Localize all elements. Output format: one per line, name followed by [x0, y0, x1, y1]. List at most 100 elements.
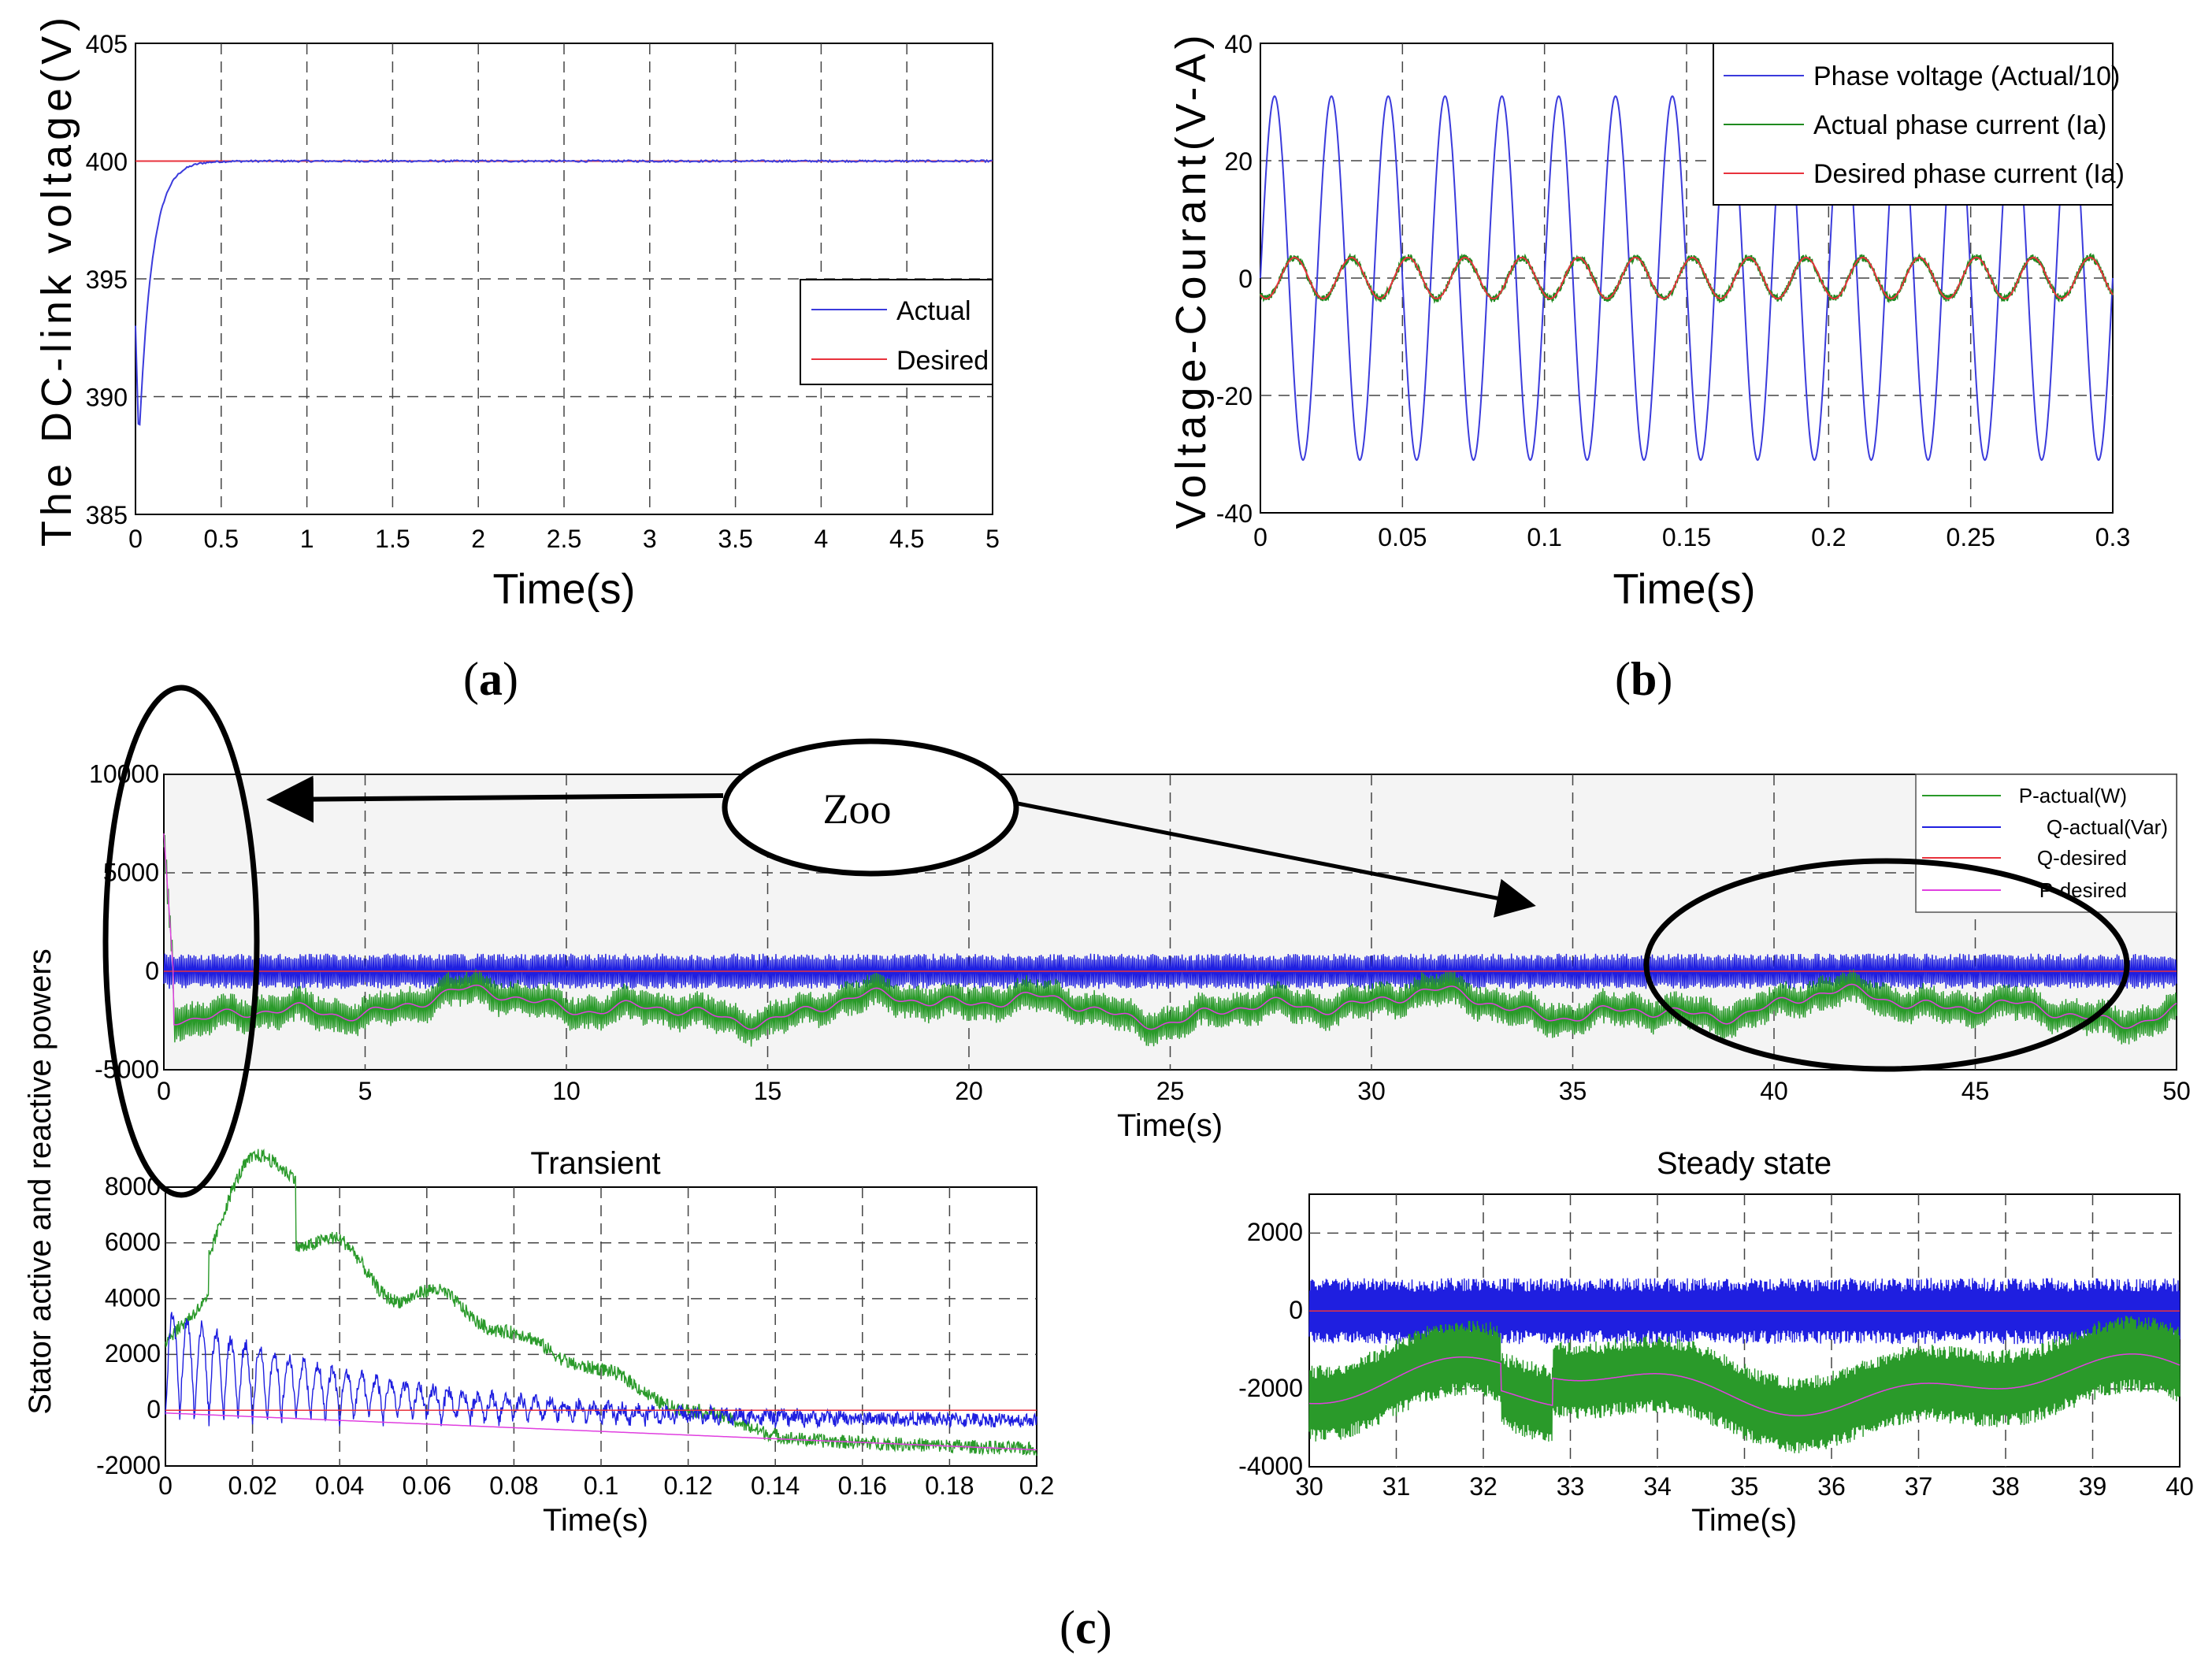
- panel-label-a: (a): [463, 653, 518, 705]
- x-tick-label: 40: [1760, 1077, 1788, 1105]
- chart-a-xticks: 0 0.5 1 1.5 2 2.5 3 3.5 4 4.5 5: [128, 525, 1000, 553]
- y-tick-label: 0: [147, 1395, 161, 1423]
- zoom-annotations: Zoo: [102, 685, 2130, 1198]
- x-tick-label: 0.1: [1527, 523, 1561, 551]
- series-q-actual-transient: [165, 1312, 1037, 1429]
- chart-c-transient-xlabel: Time(s): [543, 1503, 648, 1538]
- x-tick-label: 36: [1817, 1472, 1846, 1501]
- y-tick-label: 405: [86, 30, 128, 58]
- legend-label-desired: Desired: [896, 346, 989, 376]
- x-tick-label: 2.5: [547, 525, 581, 553]
- chart-c-main-legend: P-actual(W) Q-actual(Var) Q-desired P-de…: [1915, 774, 2177, 913]
- x-tick-label: 35: [1559, 1077, 1587, 1105]
- x-tick-label: 38: [1991, 1472, 2020, 1501]
- x-tick-label: 40: [2166, 1472, 2194, 1501]
- zoom-arrow-right: [1017, 801, 1536, 918]
- zoom-callout-label: Zoo: [823, 785, 892, 833]
- series-p-actual-steady: [1308, 1316, 2180, 1453]
- x-tick-label: 34: [1643, 1472, 1672, 1501]
- y-tick-label: -2000: [1238, 1374, 1303, 1402]
- y-tick-label: 0: [145, 957, 159, 985]
- series-q-actual-steady: [1308, 1278, 2180, 1345]
- chart-a: 0 0.5 1 1.5 2 2.5 3 3.5 4 4.5 5 385 390 395 400 405 Ti…: [33, 13, 1000, 613]
- y-tick-label: 385: [86, 501, 128, 529]
- chart-c-transient-title: Transient: [530, 1146, 660, 1181]
- x-tick-label: 0.5: [204, 525, 239, 553]
- x-tick-label: 32: [1469, 1472, 1498, 1501]
- x-tick-label: 0.3: [2095, 523, 2130, 551]
- chart-a-legend: Actual Desired: [800, 279, 993, 385]
- zoom-ellipse-steady: [1643, 858, 2130, 1072]
- y-tick-label: 400: [86, 147, 128, 176]
- x-tick-label: 50: [2162, 1077, 2191, 1105]
- x-tick-label: 2: [471, 525, 485, 553]
- y-tick-label: 0: [1238, 265, 1253, 293]
- x-tick-label: 33: [1557, 1472, 1585, 1501]
- y-tick-label: 4000: [105, 1283, 161, 1312]
- x-tick-label: 0.06: [403, 1471, 451, 1500]
- x-tick-label: 37: [1905, 1472, 1933, 1501]
- x-tick-label: 20: [955, 1077, 983, 1105]
- y-tick-label: 2000: [1247, 1218, 1303, 1246]
- chart-b-series: [1260, 95, 2114, 462]
- y-tick-label: -20: [1216, 382, 1253, 410]
- x-tick-label: 31: [1382, 1472, 1411, 1501]
- x-tick-label: 39: [2079, 1472, 2107, 1501]
- chart-a-ylabel: The DC-link voltage(V): [33, 13, 80, 547]
- x-tick-label: 4: [815, 525, 829, 553]
- y-tick-label: 5000: [103, 859, 159, 887]
- legend-label-q-desired: Q-desired: [2037, 846, 2127, 870]
- x-tick-label: 0.14: [751, 1471, 800, 1500]
- x-tick-label: 0.16: [838, 1471, 887, 1500]
- chart-c-transient: 0 0.02 0.04 0.06 0.08 0.1 0.12 0.14 0.16 0.18 0.2 …: [96, 1146, 1054, 1538]
- chart-c-main-series: [163, 833, 2177, 1047]
- legend-label-q-actual: Q-actual(Var): [2047, 815, 2168, 839]
- x-tick-label: 0.15: [1662, 523, 1711, 551]
- series-desired-current: [1260, 256, 2114, 300]
- x-tick-label: 0.04: [315, 1471, 364, 1500]
- series-p-desired: [163, 833, 2177, 1030]
- chart-a-legend-box: [800, 279, 993, 385]
- x-tick-label: 45: [1961, 1077, 1990, 1105]
- zoom-ellipse-transient: [102, 685, 260, 1198]
- legend-label-p-actual: P-actual(W): [2019, 784, 2127, 807]
- panel-label-b: (b): [1615, 653, 1672, 705]
- x-tick-label: 0.05: [1378, 523, 1427, 551]
- x-tick-label: 0.18: [925, 1471, 974, 1500]
- series-actual-line: [135, 158, 993, 426]
- x-tick-label: 4.5: [889, 525, 924, 553]
- y-tick-label: -4000: [1238, 1452, 1303, 1480]
- x-tick-label: 0: [128, 525, 143, 553]
- y-tick-label: 0: [1289, 1296, 1303, 1324]
- chart-b-yticks: -40 -20 0 20 40: [1216, 30, 1253, 528]
- x-tick-label: 30: [1295, 1472, 1323, 1501]
- y-tick-label: -40: [1216, 499, 1253, 528]
- x-tick-label: 0.2: [1811, 523, 1846, 551]
- y-tick-label: 6000: [105, 1228, 161, 1256]
- x-tick-label: 30: [1357, 1077, 1386, 1105]
- x-tick-label: 3.5: [718, 525, 752, 553]
- series-phase-voltage: [1260, 95, 2114, 462]
- y-tick-label: 40: [1224, 30, 1253, 58]
- legend-label-desired-current: Desired phase current (Ia): [1813, 159, 2125, 189]
- legend-label-phase-voltage: Phase voltage (Actual/10): [1813, 61, 2120, 91]
- chart-c-transient-series: [165, 1148, 1037, 1457]
- chart-c-steady-series: [1308, 1278, 2180, 1453]
- chart-c-steady-xlabel: Time(s): [1691, 1503, 1797, 1538]
- x-tick-label: 15: [754, 1077, 782, 1105]
- series-p-desired-transient: [165, 1412, 1037, 1451]
- zoom-callout-ellipse: [722, 738, 1019, 877]
- chart-c-steady: 30 31 32 33 34 35 36 37 38 39 40 -4000 -2000 0 2000 S…: [1238, 1146, 2194, 1538]
- x-tick-label: 0.25: [1947, 523, 1995, 551]
- y-tick-label: 390: [86, 383, 128, 411]
- chart-c-transient-xticks: 0 0.02 0.04 0.06 0.08 0.1 0.12 0.14 0.16 0.18 0.2: [158, 1471, 1054, 1500]
- chart-c-main-xticks: 0 5 10 15 20 25 30 35 40 45 50: [157, 1077, 2191, 1105]
- y-tick-label: 2000: [105, 1339, 161, 1368]
- series-p-actual: [163, 834, 2177, 1047]
- x-tick-label: 0: [158, 1471, 173, 1500]
- y-tick-label: 20: [1224, 147, 1253, 176]
- x-tick-label: 5: [358, 1077, 373, 1105]
